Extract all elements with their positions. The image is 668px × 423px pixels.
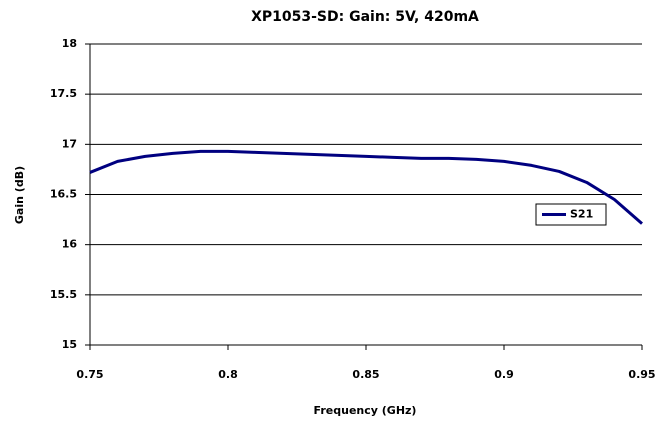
y-tick-label: 16.5 — [50, 188, 77, 201]
x-axis-label: Frequency (GHz) — [314, 404, 417, 417]
legend-label: S21 — [570, 208, 593, 221]
chart-title: XP1053-SD: Gain: 5V, 420mA — [251, 9, 479, 25]
y-tick-label: 15 — [62, 338, 77, 351]
x-tick-label: 0.85 — [352, 368, 379, 381]
x-tick-label: 0.8 — [218, 368, 238, 381]
legend-box — [535, 203, 607, 226]
y-tick-label: 17 — [62, 137, 77, 150]
x-tick-label: 0.95 — [628, 368, 655, 381]
y-tick-label: 18 — [62, 37, 77, 50]
y-tick-label: 15.5 — [50, 288, 77, 301]
x-tick-label: 0.75 — [76, 368, 103, 381]
x-tick-label: 0.9 — [494, 368, 514, 381]
y-tick-label: 16 — [62, 238, 78, 251]
y-tick-label: 17.5 — [50, 87, 77, 100]
y-axis-label: Gain (dB) — [13, 166, 26, 224]
data-line — [89, 149, 643, 225]
